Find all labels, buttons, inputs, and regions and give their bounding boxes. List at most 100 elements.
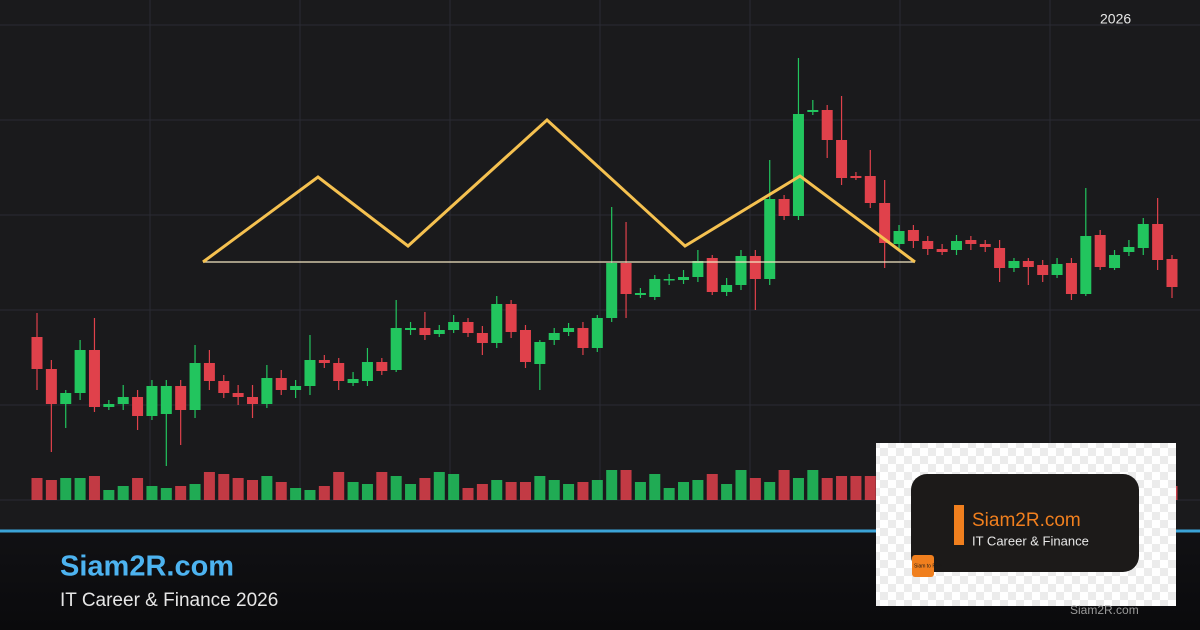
candle-body bbox=[491, 304, 503, 343]
candle-body bbox=[792, 114, 804, 216]
candle-body bbox=[304, 360, 316, 386]
card-site: Siam2R.com bbox=[972, 510, 1081, 531]
candle-body bbox=[45, 369, 57, 404]
volume-bar bbox=[318, 486, 330, 500]
candle-body bbox=[476, 333, 488, 343]
card-icon bbox=[912, 555, 934, 577]
candle-body bbox=[1109, 255, 1121, 268]
candle-body bbox=[606, 263, 618, 318]
volume-bar bbox=[462, 488, 474, 500]
volume-bar bbox=[218, 474, 230, 500]
candle-body bbox=[850, 176, 862, 178]
volume-bar bbox=[692, 480, 704, 500]
candle-body bbox=[821, 110, 833, 140]
candle-body bbox=[950, 241, 962, 250]
candle-body bbox=[965, 240, 977, 244]
candle-body bbox=[1037, 265, 1049, 275]
volume-bar bbox=[634, 482, 646, 500]
volume-bar bbox=[361, 484, 373, 500]
volume-bar bbox=[735, 470, 747, 500]
volume-bar bbox=[821, 478, 833, 500]
volume-bar bbox=[275, 482, 287, 500]
volume-bar bbox=[376, 472, 388, 500]
candle-body bbox=[764, 199, 776, 279]
candle-body bbox=[1166, 259, 1178, 287]
candle-body bbox=[1065, 263, 1077, 294]
candle-body bbox=[505, 304, 517, 332]
volume-bar bbox=[476, 484, 488, 500]
volume-bar bbox=[678, 482, 690, 500]
volume-bar bbox=[390, 476, 402, 500]
candle-body bbox=[1051, 264, 1063, 275]
volume-bar bbox=[836, 476, 848, 500]
volume-bar bbox=[534, 476, 546, 500]
volume-bar bbox=[232, 478, 244, 500]
volume-bar bbox=[864, 476, 876, 500]
volume-bar bbox=[548, 480, 560, 500]
volume-bar bbox=[132, 478, 144, 500]
candle-body bbox=[519, 330, 531, 362]
candle-body bbox=[994, 248, 1006, 268]
candle-body bbox=[462, 322, 474, 333]
volume-bar bbox=[160, 488, 172, 500]
candle-body bbox=[261, 378, 273, 404]
volume-bar bbox=[577, 482, 589, 500]
volume-bar bbox=[505, 482, 517, 500]
volume-bar bbox=[103, 490, 115, 500]
volume-bar bbox=[749, 478, 761, 500]
candle-body bbox=[735, 256, 747, 285]
candlesticks bbox=[31, 58, 1178, 466]
volume-bar bbox=[347, 482, 359, 500]
card-icon-text: Siam to Rich bbox=[914, 563, 943, 569]
volume-bar bbox=[74, 478, 86, 500]
candle-body bbox=[534, 342, 546, 364]
volume-bar bbox=[88, 476, 100, 500]
volume-bar bbox=[247, 480, 259, 500]
volume-bar bbox=[519, 482, 531, 500]
volume-bar bbox=[778, 470, 790, 500]
candle-body bbox=[361, 362, 373, 381]
candle-body bbox=[74, 350, 86, 393]
candle-body bbox=[807, 110, 819, 112]
candle-body bbox=[879, 203, 891, 243]
volume-bar bbox=[764, 482, 776, 500]
candle-body bbox=[189, 363, 201, 410]
candle-body bbox=[563, 328, 575, 332]
candle-body bbox=[275, 378, 287, 390]
candle-body bbox=[893, 231, 905, 244]
candle-body bbox=[620, 263, 632, 294]
candle-body bbox=[1152, 224, 1164, 260]
candle-body bbox=[433, 330, 445, 334]
card-tagline: IT Career & Finance bbox=[972, 533, 1089, 548]
volume-bar bbox=[31, 478, 43, 500]
volume-bar bbox=[663, 488, 675, 500]
candle-body bbox=[1094, 235, 1106, 267]
volume-bar bbox=[60, 478, 72, 500]
candle-body bbox=[692, 261, 704, 277]
volume-bar bbox=[563, 484, 575, 500]
candle-body bbox=[203, 363, 215, 381]
candle-body bbox=[60, 393, 72, 404]
candle-body bbox=[347, 379, 359, 383]
card-accent bbox=[954, 505, 964, 545]
candle-body bbox=[979, 244, 991, 247]
volume-bar bbox=[117, 486, 129, 500]
candle-body bbox=[936, 249, 948, 252]
candle-body bbox=[117, 397, 129, 404]
candle-body bbox=[721, 285, 733, 292]
candle-body bbox=[232, 393, 244, 397]
volume-bar bbox=[261, 476, 273, 500]
candle-body bbox=[649, 279, 661, 297]
volume-bar bbox=[290, 488, 302, 500]
volume-bar bbox=[706, 474, 718, 500]
card-panel bbox=[911, 474, 1139, 572]
candle-body bbox=[1080, 236, 1092, 294]
candle-body bbox=[146, 386, 158, 416]
candle-body bbox=[31, 337, 43, 369]
volume-bar bbox=[649, 474, 661, 500]
candle-body bbox=[88, 350, 100, 407]
candle-body bbox=[591, 318, 603, 348]
candle-body bbox=[634, 293, 646, 295]
